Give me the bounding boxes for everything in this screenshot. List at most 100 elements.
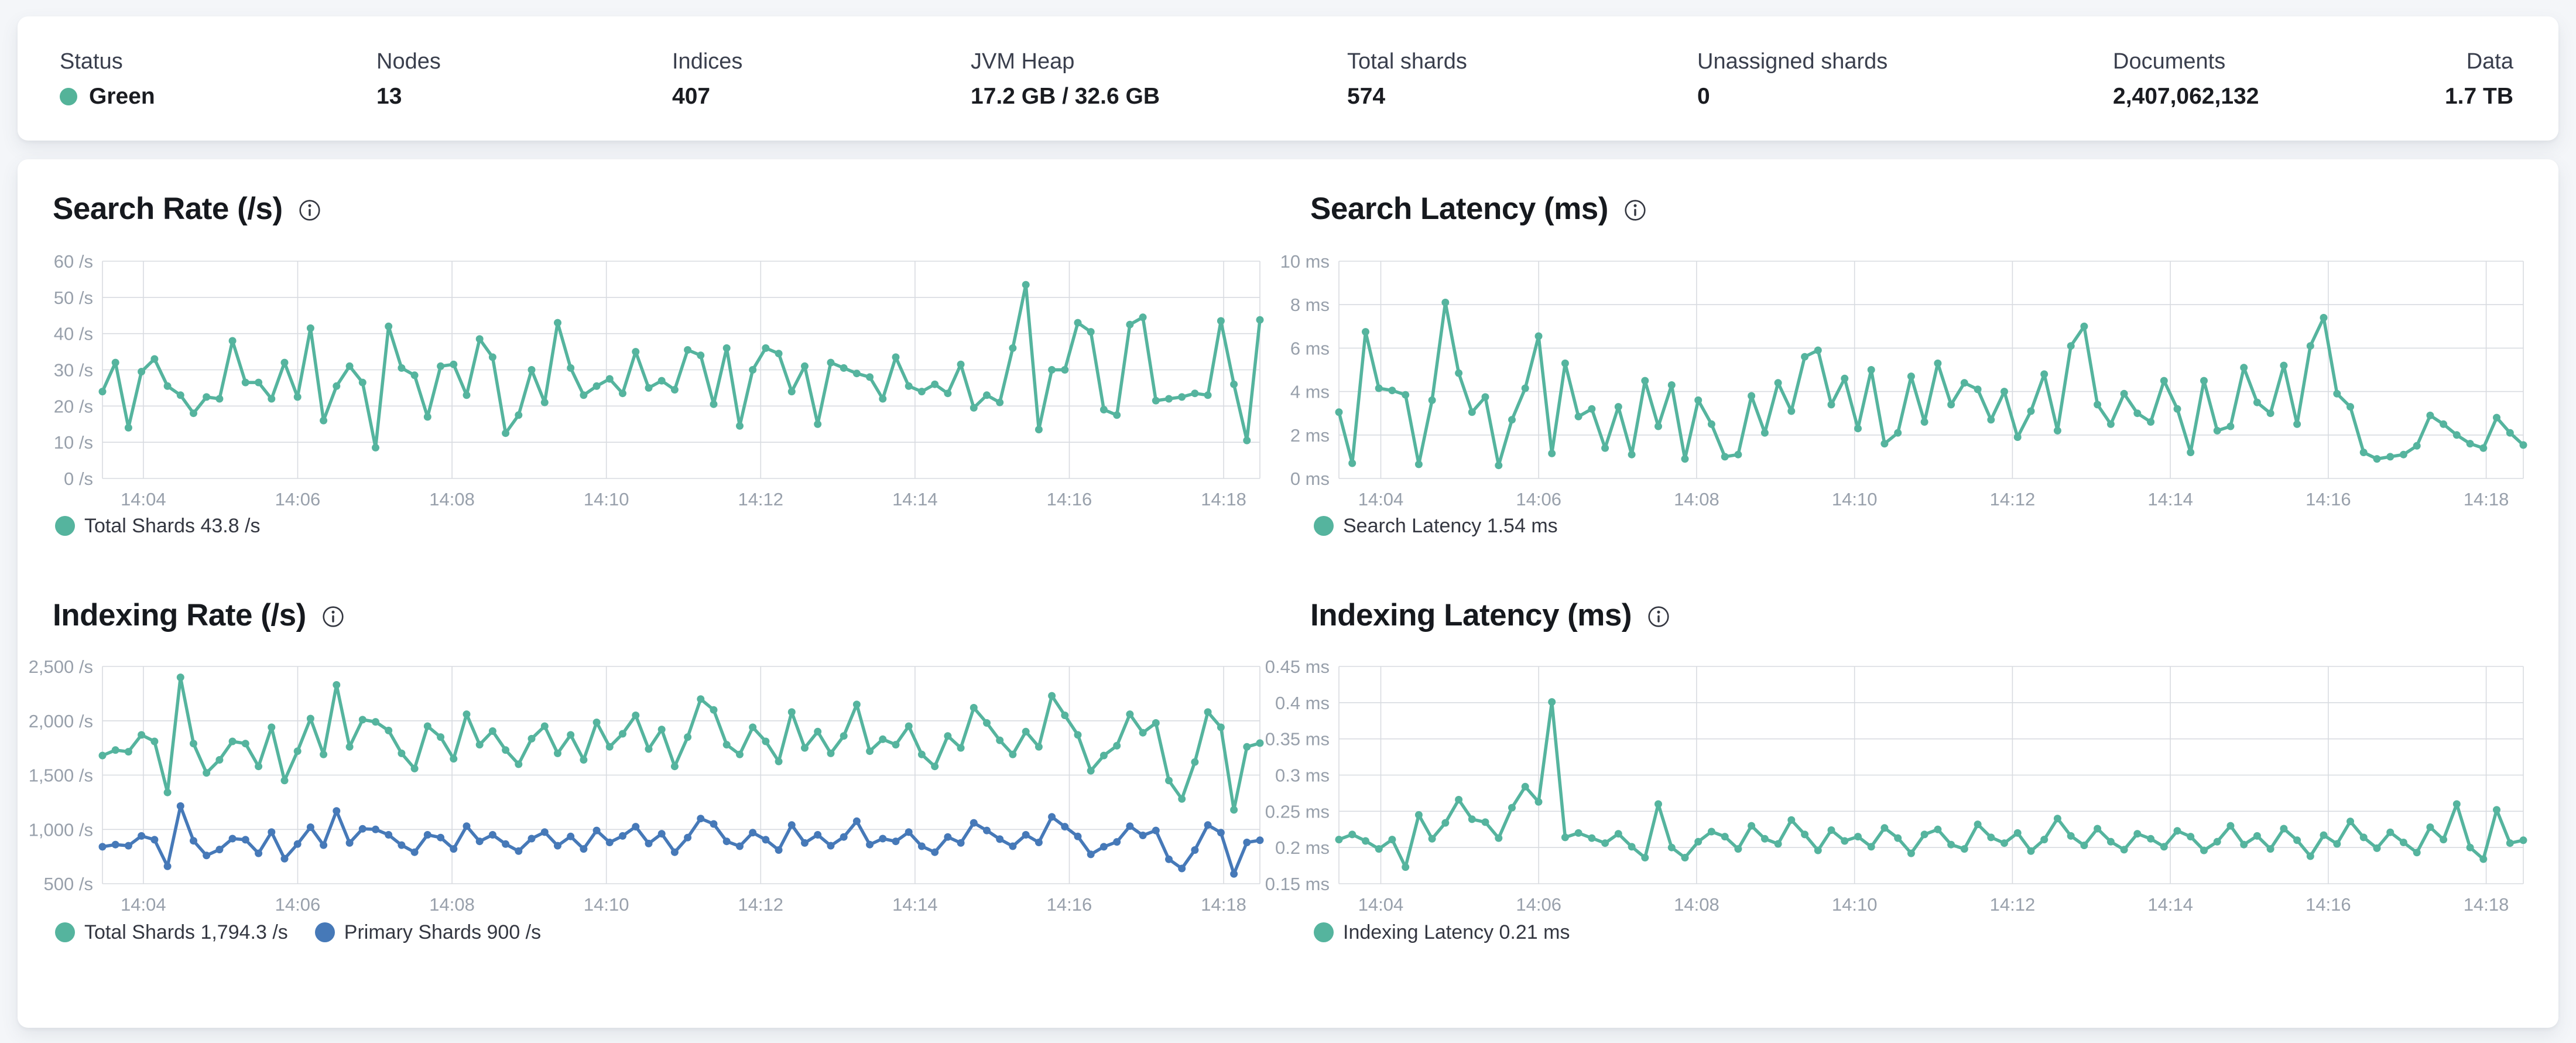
legend-dot xyxy=(314,922,335,942)
legend-item[interactable]: Primary Shards 900 /s xyxy=(314,921,541,944)
series-point xyxy=(1774,840,1782,848)
legend-item[interactable]: Total Shards 43.8 /s xyxy=(55,515,261,538)
series-point xyxy=(1787,407,1796,415)
legend-item[interactable]: Indexing Latency 0.21 ms xyxy=(1314,921,1570,944)
chart-plot-area[interactable]: 60 /s 50 /s 40 /s 30 /s 20 /s 10 /s 0 /s 14:04 1… xyxy=(18,251,1270,515)
series-point xyxy=(866,373,874,381)
series-point xyxy=(1256,316,1264,324)
y-axis-tick-label: 40 /s xyxy=(54,324,93,344)
series-point xyxy=(124,423,132,432)
series-point xyxy=(255,849,263,857)
series-point xyxy=(996,736,1004,744)
legend-item[interactable]: Search Latency 1.54 ms xyxy=(1314,515,1558,538)
series-point xyxy=(1204,708,1212,716)
series-point xyxy=(1561,359,1569,367)
x-axis-tick-label: 14:08 xyxy=(429,489,475,509)
chart-plot-area[interactable]: 0.45 ms 0.4 ms 0.35 ms 0.3 ms 0.25 ms 0.2 ms 0… xyxy=(1259,656,2544,921)
series-point xyxy=(1947,840,1955,849)
series-line xyxy=(101,283,1262,450)
series-point xyxy=(592,826,601,835)
series-point xyxy=(2479,444,2488,452)
y-axis-tick-label: 6 ms xyxy=(1290,338,1330,358)
series-point xyxy=(306,823,314,831)
info-icon[interactable] xyxy=(298,199,321,222)
series-point xyxy=(1841,837,1849,845)
y-axis-tick-label: 0.2 ms xyxy=(1275,837,1330,858)
series-point xyxy=(124,748,132,756)
series-point xyxy=(1441,819,1450,827)
series-point xyxy=(787,821,796,829)
chart-canvas: 0.45 ms 0.4 ms 0.35 ms 0.3 ms 0.25 ms 0.2 ms 0… xyxy=(1265,656,2527,915)
series-point xyxy=(827,842,835,850)
series-point xyxy=(736,422,744,430)
series-point xyxy=(1974,385,1982,394)
series-point xyxy=(554,319,561,327)
series-point xyxy=(1009,344,1017,352)
x-axis-tick-label: 14:06 xyxy=(1516,489,1561,509)
chart-plot-area[interactable]: 10 ms 8 ms 6 ms 4 ms 2 ms 0 ms 14:04 14:06 14:08… xyxy=(1259,251,2544,515)
series-point xyxy=(957,744,965,752)
series-point xyxy=(931,380,939,388)
chart-canvas: 2,500 /s 2,000 /s 1,500 /s 1,000 /s 500 /s 14… xyxy=(29,656,1264,915)
series-point xyxy=(749,723,757,731)
chart-canvas: 10 ms 8 ms 6 ms 4 ms 2 ms 0 ms 14:04 14:06 14:08… xyxy=(1280,251,2527,509)
series-point xyxy=(787,388,796,396)
series-point xyxy=(2147,835,2155,843)
x-axis-tick-label: 14:10 xyxy=(1832,489,1878,509)
series-point xyxy=(684,346,692,354)
series-point xyxy=(1348,830,1356,839)
info-icon[interactable] xyxy=(1623,199,1647,222)
series-point xyxy=(1694,837,1703,846)
series-point xyxy=(111,358,119,367)
series-point xyxy=(1987,833,1995,842)
metric-value: Green xyxy=(89,84,155,109)
metric-documents: Documents 2,407,062,132 xyxy=(2113,49,2259,110)
series-point xyxy=(2493,806,2500,814)
series-point xyxy=(1628,843,1636,851)
series-point xyxy=(710,820,718,828)
series-point xyxy=(385,831,393,839)
info-icon[interactable] xyxy=(321,605,345,628)
series-point xyxy=(1760,835,1769,843)
series-point xyxy=(2466,843,2474,852)
series-point xyxy=(98,751,107,760)
series-point xyxy=(1455,369,1463,377)
metric-jvm-heap: JVM Heap 17.2 GB / 32.6 GB xyxy=(971,49,1160,110)
series-point xyxy=(1894,834,1902,842)
health-status-dot xyxy=(60,88,77,105)
series-point xyxy=(1641,854,1649,861)
x-axis-tick-label: 14:18 xyxy=(1201,489,1246,509)
series-point xyxy=(1495,834,1503,842)
series-point xyxy=(1707,420,1715,428)
series-point xyxy=(2413,442,2421,450)
series-point xyxy=(944,732,952,740)
metric-nodes: Nodes 13 xyxy=(376,49,441,110)
series-point xyxy=(657,726,666,734)
series-point xyxy=(1375,384,1383,392)
series-point xyxy=(1920,830,1928,839)
legend-item[interactable]: Total Shards 1,794.3 /s xyxy=(55,921,288,944)
series-point xyxy=(852,370,861,378)
series-point xyxy=(801,839,809,847)
metric-total-shards: Total shards 574 xyxy=(1347,49,1467,110)
series-point xyxy=(241,378,249,387)
series-point xyxy=(657,830,666,838)
series-point xyxy=(2013,829,2022,837)
series-point xyxy=(215,846,224,854)
chart-plot-area[interactable]: 2,500 /s 2,000 /s 1,500 /s 1,000 /s 500 /s 14… xyxy=(18,656,1270,921)
series-point xyxy=(983,719,991,727)
info-icon[interactable] xyxy=(1647,605,1670,628)
series-point xyxy=(801,744,809,752)
legend-label: Search Latency 1.54 ms xyxy=(1343,514,1558,537)
series-point xyxy=(1814,846,1822,854)
series-point xyxy=(1681,854,1689,861)
series-point xyxy=(2187,449,2195,456)
series-point xyxy=(2466,440,2474,448)
series-point xyxy=(1099,751,1108,760)
series-point xyxy=(1402,863,1410,871)
series-point xyxy=(138,832,146,840)
series-point xyxy=(410,764,419,772)
series-point xyxy=(437,362,445,370)
series-point xyxy=(1495,461,1503,470)
series-point xyxy=(1165,395,1173,403)
